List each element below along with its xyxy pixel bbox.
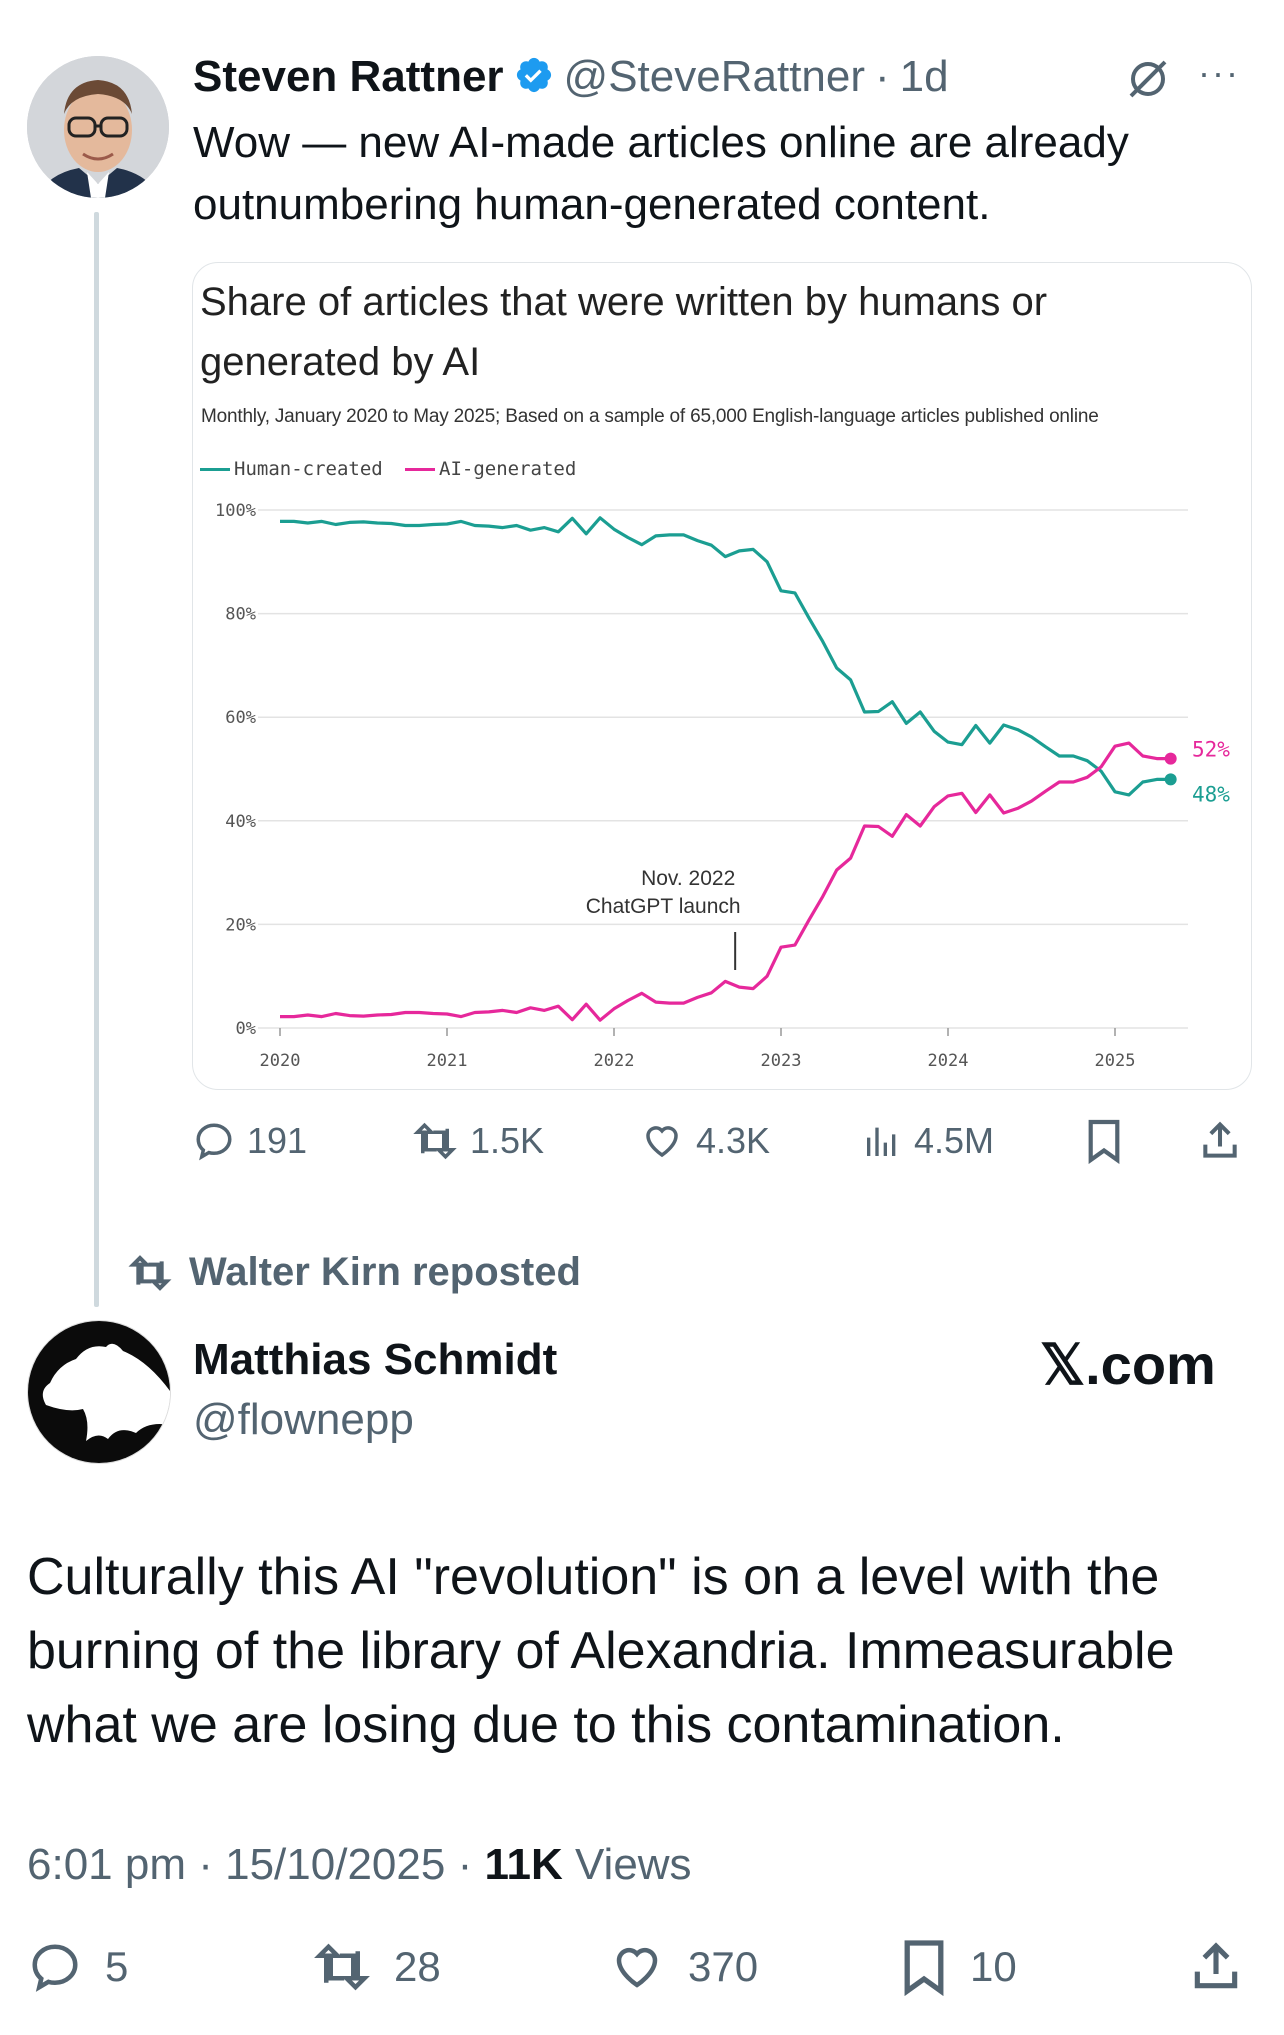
avatar-steven-rattner[interactable] xyxy=(27,56,169,198)
grok-icon[interactable] xyxy=(1125,56,1171,107)
series-endpoint-human xyxy=(1164,773,1177,786)
x-tick-label: 2023 xyxy=(761,1051,802,1071)
x-tick-label: 2024 xyxy=(928,1051,969,1071)
tweet-views-label: Views xyxy=(574,1840,692,1889)
repost-indicator-icon xyxy=(128,1254,172,1291)
avatar-wolf-image xyxy=(28,1321,170,1463)
legend-swatch-human xyxy=(200,468,230,471)
share-icon[interactable] xyxy=(1198,1118,1242,1169)
author-name[interactable]: Steven Rattner xyxy=(193,52,504,101)
x-tick-label: 2020 xyxy=(260,1051,301,1071)
y-tick-label: 80% xyxy=(225,605,256,625)
chart-image-card[interactable] xyxy=(192,262,1252,1090)
tweet-text-line-1: Wow — new AI-made articles online are al… xyxy=(193,118,1129,167)
y-tick-label: 100% xyxy=(215,501,256,521)
reply-button[interactable]: 191 xyxy=(193,1120,307,1162)
legend-ai: AI-generated xyxy=(405,458,576,480)
verified-badge-icon xyxy=(514,55,554,100)
quoted-bookmark-count: 10 xyxy=(970,1943,1017,1990)
author-handle[interactable]: @SteveRattner xyxy=(563,52,866,101)
time-ago[interactable]: 1d xyxy=(899,52,949,101)
avatar-matthias-schmidt[interactable] xyxy=(27,1320,171,1464)
y-tick-label: 0% xyxy=(236,1019,256,1039)
quoted-like-button[interactable]: 370 xyxy=(608,1940,758,1994)
more-options-icon[interactable]: ··· xyxy=(1198,52,1240,93)
chart-title: Share of articles that were written by h… xyxy=(200,280,1048,384)
repost-count: 1.5K xyxy=(470,1120,545,1161)
line-chart: 0% 20% 40% 60% 80% 100% 2020 2021 2022 2023 2024 20… xyxy=(215,501,1230,1071)
annotation-line-2: ChatGPT launch xyxy=(586,895,741,918)
thread-connector-line xyxy=(94,212,99,1307)
repost-attribution[interactable]: Walter Kirn reposted xyxy=(127,1250,581,1295)
quoted-bookmark-button[interactable]: 10 xyxy=(900,1938,1017,1996)
views-icon xyxy=(867,1127,896,1156)
annotation-line-1: Nov. 2022 xyxy=(641,867,735,890)
heart-icon xyxy=(646,1126,678,1158)
tweet-text-line-2: outnumbering human-generated content. xyxy=(193,180,991,229)
quoted-reply-count: 5 xyxy=(105,1943,129,1990)
tweet-header: Steven Rattner @SteveRattner · 1d xyxy=(193,52,949,102)
like-count: 4.3K xyxy=(696,1120,771,1161)
bookmark-icon xyxy=(904,1940,944,1996)
repost-attribution-text: Walter Kirn reposted xyxy=(189,1250,581,1294)
repost-icon xyxy=(314,1943,370,1991)
tweet-meta-line: 6:01 pm · 15/10/2025 · 11K Views xyxy=(27,1840,692,1889)
quoted-like-count: 370 xyxy=(688,1943,759,1990)
end-label-ai: 52% xyxy=(1192,738,1230,762)
reply-icon xyxy=(32,1944,78,1992)
legend-label-human: Human-created xyxy=(234,458,383,480)
tweet-date[interactable]: 15/10/2025 xyxy=(225,1840,446,1889)
avatar-portrait-image xyxy=(27,56,169,198)
legend-swatch-ai xyxy=(405,468,435,471)
reply-count: 191 xyxy=(247,1120,308,1161)
x-tick-label: 2022 xyxy=(594,1051,635,1071)
repost-button[interactable]: 1.5K xyxy=(412,1120,544,1162)
y-tick-label: 20% xyxy=(225,915,256,935)
series-line-human xyxy=(280,516,1171,797)
tweet-views-count: 11K xyxy=(484,1840,563,1889)
like-button[interactable]: 4.3K xyxy=(640,1120,770,1162)
y-tick-label: 40% xyxy=(225,812,256,832)
time-separator: · xyxy=(875,52,890,101)
end-label-human: 48% xyxy=(1192,782,1230,806)
bookmark-icon[interactable] xyxy=(1085,1118,1123,1169)
series-endpoint-ai xyxy=(1164,752,1177,765)
tweet-time[interactable]: 6:01 pm xyxy=(27,1840,186,1889)
series-line-ai xyxy=(280,741,1171,1022)
repost-icon xyxy=(413,1122,457,1160)
y-tick-label: 60% xyxy=(225,708,256,728)
x-tick-label: 2021 xyxy=(427,1051,468,1071)
x-tick-label: 2025 xyxy=(1095,1051,1136,1071)
x-com-watermark: 𝕏.com xyxy=(1040,1333,1216,1396)
quoted-author-handle[interactable]: @flownepp xyxy=(193,1395,414,1444)
quoted-repost-button[interactable]: 28 xyxy=(312,1940,441,1994)
chart-subtitle: Monthly, January 2020 to May 2025; Based… xyxy=(201,406,1099,427)
legend-label-ai: AI-generated xyxy=(439,458,577,480)
quoted-reply-button[interactable]: 5 xyxy=(27,1940,128,1994)
legend-human: Human-created xyxy=(200,458,383,480)
quoted-tweet-text: Culturally this AI "revolution" is on a … xyxy=(27,1548,1175,1754)
heart-icon xyxy=(616,1947,658,1988)
views-count: 4.5M xyxy=(914,1120,995,1161)
reply-icon xyxy=(196,1123,232,1161)
quoted-repost-count: 28 xyxy=(394,1943,441,1990)
views-button[interactable]: 4.5M xyxy=(862,1120,994,1162)
quoted-author-name[interactable]: Matthias Schmidt xyxy=(193,1335,558,1384)
quoted-share-icon[interactable] xyxy=(1188,1938,1244,2001)
